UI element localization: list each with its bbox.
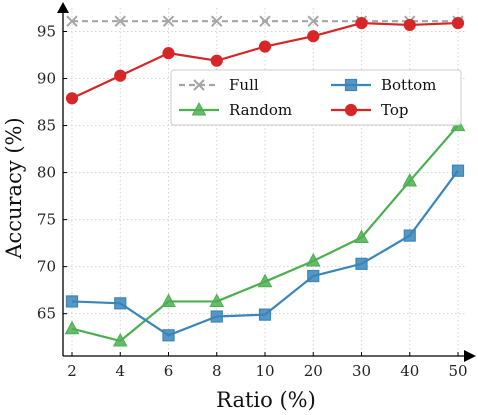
data-point-random [257, 273, 273, 288]
data-point-bottom [355, 257, 368, 270]
data-point-random [209, 293, 225, 307]
y-tick-label: 65 [37, 305, 56, 323]
legend-item-full: Full [179, 76, 259, 94]
x-marker-stroke [114, 15, 126, 27]
y-axis-arrow [57, 2, 69, 13]
data-point-top [162, 47, 175, 60]
data-point-top [403, 18, 416, 32]
legend-label: Bottom [381, 76, 436, 94]
data-point-full [211, 15, 223, 27]
legend-item-bottom: Bottom [331, 76, 436, 94]
data-point-random [161, 293, 176, 307]
data-point-top [210, 54, 223, 67]
legend-box [170, 69, 462, 126]
x-axis-arrow [464, 350, 476, 362]
data-point-bottom [451, 164, 465, 177]
axes: 2 4 6 8 10 20 30 40 50 65 70 75 80 85 90 95 [37, 2, 476, 380]
data-point-full [307, 15, 319, 27]
data-point-bottom [65, 295, 79, 308]
data-point-full [114, 15, 126, 27]
x-tick-label: 4 [115, 362, 125, 380]
data-point-top [355, 16, 368, 30]
x-tick-label: 40 [400, 362, 419, 380]
legend-marker [344, 78, 358, 92]
data-point-random [305, 252, 321, 267]
legend-label: Random [229, 101, 292, 119]
x-tick-label: 10 [255, 362, 274, 380]
y-tick-label: 75 [37, 211, 56, 229]
data-point-full [259, 15, 271, 27]
legend-item-random: Random [179, 101, 292, 119]
y-tick-label: 70 [37, 258, 56, 276]
data-point-top [65, 92, 79, 105]
legend-label: Top [381, 101, 408, 119]
x-tick-label: 8 [212, 362, 222, 380]
x-tick-label: 6 [164, 362, 174, 380]
data-point-random [354, 229, 369, 243]
y-tick-label: 90 [37, 70, 56, 88]
data-point-bottom [307, 269, 320, 283]
data-point-random [64, 320, 80, 335]
data-point-bottom [162, 329, 175, 342]
y-tick-label: 80 [37, 164, 56, 182]
x-marker-stroke [193, 79, 205, 91]
data-point-full [66, 15, 78, 27]
series-top [65, 16, 465, 105]
series-layer [64, 15, 466, 347]
y-tick-label: 85 [37, 117, 56, 135]
legend-marker [344, 103, 358, 117]
x-axis-title: Ratio (%) [216, 388, 316, 412]
x-marker-stroke [66, 15, 78, 27]
legend-item-top: Top [331, 101, 408, 119]
x-marker-stroke [162, 15, 175, 27]
x-tick-label: 30 [352, 362, 371, 380]
data-point-full [162, 15, 175, 27]
y-tick-label: 95 [37, 23, 56, 41]
x-tick-label: 2 [67, 362, 77, 380]
data-point-bottom [210, 310, 223, 323]
legend: Full Bottom Random Top [170, 69, 462, 126]
x-marker-stroke [307, 15, 319, 27]
data-point-top [258, 40, 272, 53]
x-tick-label: 50 [448, 362, 467, 380]
legend-label: Full [229, 76, 259, 94]
x-marker-stroke [259, 15, 271, 27]
series-bottom [65, 164, 465, 342]
x-tick-label: 20 [304, 362, 323, 380]
legend-marker [191, 101, 207, 116]
data-point-random [112, 332, 128, 347]
data-point-bottom [403, 229, 416, 242]
x-marker-stroke [211, 15, 223, 27]
data-point-bottom [114, 297, 127, 310]
data-point-bottom [258, 308, 272, 321]
data-point-random [402, 173, 418, 187]
data-point-top [451, 16, 465, 30]
legend-marker [193, 79, 205, 91]
data-point-top [114, 69, 127, 82]
series-random [64, 117, 466, 347]
data-point-top [307, 30, 320, 43]
y-axis-title: Accuracy (%) [2, 117, 26, 259]
